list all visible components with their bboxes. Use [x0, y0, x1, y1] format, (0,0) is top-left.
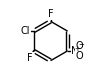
Text: −: − [78, 42, 84, 48]
Text: O: O [76, 51, 83, 61]
Text: Cl: Cl [21, 26, 31, 36]
Text: N: N [71, 46, 79, 56]
Text: +: + [74, 46, 80, 52]
Text: F: F [27, 53, 33, 63]
Text: O: O [76, 41, 83, 51]
Text: F: F [48, 9, 53, 19]
